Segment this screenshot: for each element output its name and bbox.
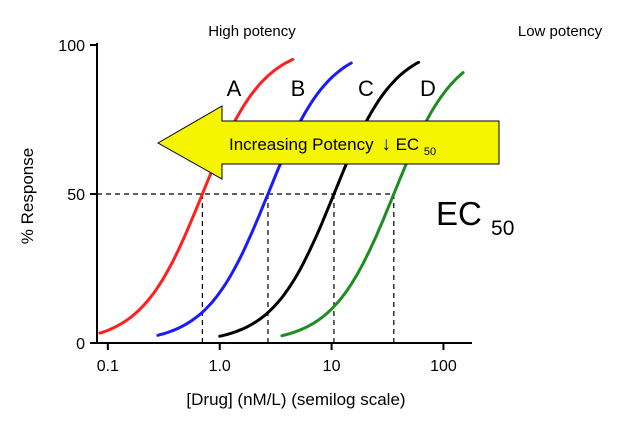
x-tick-label: 100: [430, 358, 457, 375]
x-tick-label: 0.1: [97, 358, 119, 375]
series-labels: A B C D: [227, 76, 436, 101]
arrow-text: Increasing Potency ↓ EC 50: [229, 134, 436, 158]
y-axis-label: % Response: [18, 148, 37, 244]
arrow-shape: [156, 105, 500, 180]
axes: [96, 43, 472, 344]
x-axis-label: [Drug] (nM/L) (semilog scale): [186, 390, 405, 409]
y-tick-label: 100: [58, 38, 85, 55]
curve-c: [218, 60, 421, 338]
low-potency-label: Low potency: [518, 23, 603, 40]
ec50-reference-lines: [97, 193, 395, 343]
increasing-potency-arrow: Increasing Potency ↓ EC 50: [156, 105, 500, 180]
y-tick-label: 50: [67, 187, 85, 204]
dose-response-curves: [98, 57, 465, 338]
series-label-c: C: [358, 76, 374, 101]
x-tick-label: 1.0: [209, 358, 231, 375]
high-potency-label: High potency: [208, 23, 296, 40]
x-tick-label: 10: [323, 358, 341, 375]
y-tick-label: 0: [76, 336, 85, 353]
series-label-b: B: [291, 76, 306, 101]
curve-a: [98, 57, 295, 335]
series-label-a: A: [227, 76, 242, 101]
ec50-label: EC 50: [436, 195, 514, 240]
axis-ticks: 0.1 1.0 10 100 0 50 100: [58, 38, 457, 375]
curve-d: [280, 71, 465, 338]
series-label-d: D: [420, 76, 436, 101]
curve-b: [156, 61, 353, 337]
